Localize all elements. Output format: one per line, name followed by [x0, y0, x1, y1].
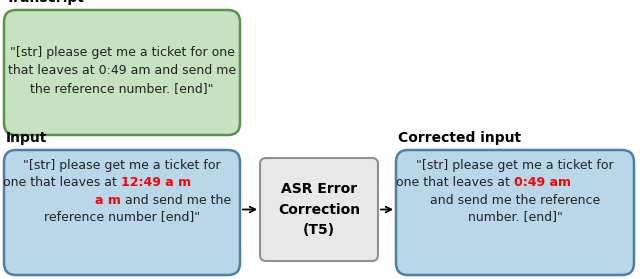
FancyBboxPatch shape: [396, 150, 634, 275]
Text: ASR Error
Correction
(T5): ASR Error Correction (T5): [278, 182, 360, 237]
Text: Input: Input: [6, 131, 47, 145]
Text: and send me the: and send me the: [121, 194, 231, 206]
Text: one that leaves at: one that leaves at: [3, 177, 121, 189]
Text: Transcript: Transcript: [6, 0, 85, 5]
Text: one that leaves at: one that leaves at: [396, 177, 514, 189]
Text: reference number [end]": reference number [end]": [44, 210, 200, 223]
Text: Corrected input: Corrected input: [398, 131, 521, 145]
Text: "[str] please get me a ticket for: "[str] please get me a ticket for: [23, 160, 221, 172]
FancyBboxPatch shape: [4, 10, 240, 135]
Text: 0:49 am: 0:49 am: [514, 177, 571, 189]
Text: number. [end]": number. [end]": [468, 210, 563, 223]
Text: "[str] please get me a ticket for one
that leaves at 0:49 am and send me
the ref: "[str] please get me a ticket for one th…: [8, 46, 236, 95]
FancyBboxPatch shape: [260, 158, 378, 261]
Text: a m: a m: [95, 194, 121, 206]
Text: "[str] please get me a ticket for: "[str] please get me a ticket for: [416, 160, 614, 172]
Text: 12:49 a m: 12:49 a m: [121, 177, 191, 189]
FancyBboxPatch shape: [4, 150, 240, 275]
Text: and send me the reference: and send me the reference: [430, 194, 600, 206]
